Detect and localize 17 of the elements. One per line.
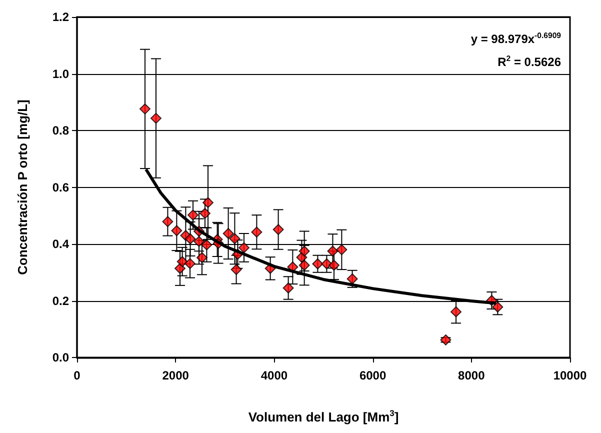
y-axis-title: Concentración P orto [mg/L] xyxy=(15,100,30,275)
x-tick-label: 8000 xyxy=(458,368,486,382)
y-tick-label: 0.2 xyxy=(52,294,70,308)
x-tick-label: 2000 xyxy=(162,368,190,382)
x-axis-title: Volumen del Lago [Mm$^{3}$] xyxy=(247,408,400,424)
x-tick-label: 0 xyxy=(74,368,81,382)
x-tick-label: 6000 xyxy=(359,368,386,382)
y-tick-label: 1.2 xyxy=(52,10,70,24)
x-tick-label: 10000 xyxy=(553,368,588,382)
annotation: y = 98.979x$^{-0.6909}$ xyxy=(470,30,561,48)
y-tick-label: 0.6 xyxy=(52,180,70,194)
y-tick-label: 0.8 xyxy=(52,124,70,138)
annotation: R$^{2}$ = 0.5626 xyxy=(496,53,561,71)
y-tick-label: 0.4 xyxy=(52,237,70,251)
y-tick-label: 1.0 xyxy=(52,66,70,81)
y-tick-label: 0.0 xyxy=(52,350,70,364)
x-tick-label: 4000 xyxy=(260,368,288,382)
